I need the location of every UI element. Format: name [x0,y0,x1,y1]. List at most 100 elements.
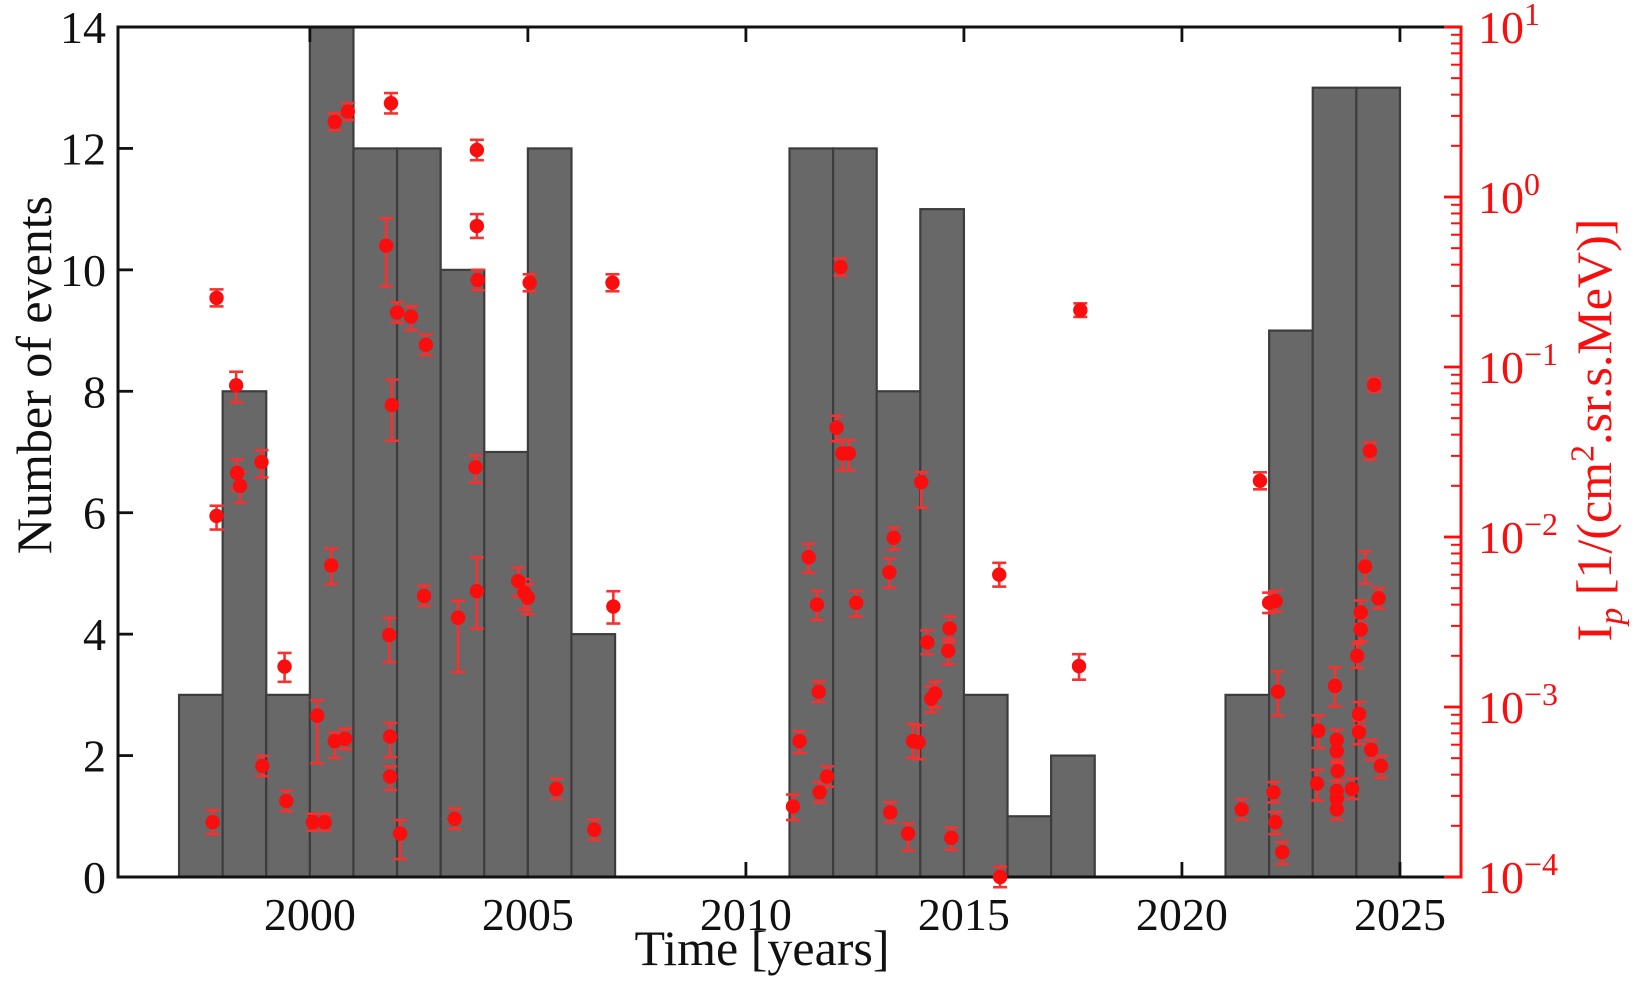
data-point [586,822,602,837]
y-axis-left-label: Number of events [6,195,62,555]
right-label-symbol: I [1566,624,1622,642]
data-point [205,815,220,830]
data-point [1344,781,1360,797]
data-point [809,597,825,612]
data-point [927,686,943,701]
data-point [1311,723,1326,738]
data-point [819,769,835,784]
histogram-bar [1006,815,1053,879]
data-point [944,830,959,846]
data-point [1350,648,1365,664]
data-point [992,869,1008,885]
data-point [382,729,398,744]
data-point [1252,473,1268,489]
histogram-bar [526,147,573,879]
data-point [812,785,827,800]
data-point [382,769,398,784]
data-point [1353,622,1368,637]
data-point [883,805,898,820]
histogram-bar [1311,86,1358,879]
data-point [1309,776,1325,791]
data-point [1071,658,1087,674]
data-point [1329,743,1344,759]
x-tick-label: 2010 [700,889,792,940]
y-axis-right-label: Ip [1/(cm2.sr.s.MeV)] [1564,218,1630,642]
data-point [911,735,926,750]
data-point [1367,377,1382,393]
data-point [1234,802,1249,817]
y-left-tick-label: 0 [83,852,106,903]
scatter-points [205,96,1388,885]
right-label-superscript: 2 [1564,444,1602,462]
data-point [418,337,434,353]
y-left-tick-label: 8 [83,366,106,417]
data-point [811,684,826,699]
data-point [229,465,245,481]
data-point [324,558,339,573]
data-point [1353,605,1368,620]
y-left-tick-label: 6 [83,488,106,539]
data-point [900,826,916,841]
data-point [801,550,816,565]
data-point [511,573,526,589]
histogram-bar [177,693,224,879]
data-point [337,731,353,747]
data-point [792,733,807,749]
data-point [317,815,332,830]
data-point [942,621,957,636]
data-point [469,583,485,599]
right-label-subscript: p [1593,607,1630,625]
data-point [209,290,224,306]
data-point [1073,302,1088,318]
data-point [1329,791,1344,806]
x-tick-label: 2025 [1354,889,1446,940]
y-left-tick-label: 4 [83,609,106,660]
histogram-bar [1355,86,1402,879]
right-label-units-close: .sr.s.MeV)] [1566,218,1622,445]
data-point [606,599,621,614]
histogram-bar [483,450,529,879]
data-point [1329,802,1344,817]
data-point [1371,591,1386,606]
data-point [403,309,419,324]
data-point [469,142,485,158]
data-point [389,305,405,320]
histogram-bar [1050,754,1096,879]
histogram-bar [395,147,442,879]
data-point [1373,758,1388,774]
data-point [522,275,537,290]
data-point [392,826,408,841]
data-point [450,610,466,625]
x-tick-label: 2005 [482,889,574,940]
x-axis-label: Time [years] [634,920,890,976]
data-point [1330,763,1345,779]
histogram-bar [875,390,922,879]
y-left-tick-label: 10 [60,245,106,296]
y-left-tick-label: 12 [60,123,106,174]
x-tick-label: 2015 [918,889,1010,940]
scatter-errorbars [205,91,1388,889]
data-point [469,218,485,234]
data-point [920,635,935,650]
data-point [1357,559,1373,574]
data-point [913,475,929,490]
y-left-tick-label: 2 [83,731,106,782]
data-point [305,815,321,830]
data-point [829,420,844,435]
data-point [1363,742,1379,758]
data-point [310,708,325,723]
data-point [382,627,397,643]
data-point [833,259,848,275]
histogram-bar [265,693,311,879]
x-tick-label: 2000 [264,889,356,940]
data-point [1275,844,1290,860]
data-point [470,272,485,288]
data-point [882,565,897,580]
data-point [255,758,270,774]
data-point [841,446,857,461]
histogram-bars [177,25,1402,879]
data-point [520,590,536,605]
histogram-bar [1224,693,1271,879]
